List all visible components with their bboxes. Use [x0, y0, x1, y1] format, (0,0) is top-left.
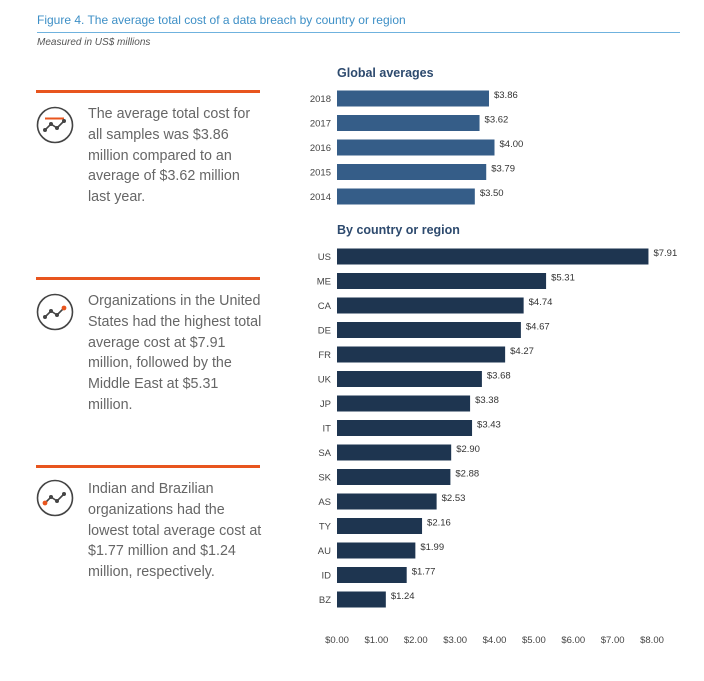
value-label: $1.99	[420, 542, 444, 553]
category-label: AS	[318, 497, 331, 508]
category-label: CA	[318, 301, 332, 312]
bar-ca	[337, 297, 524, 314]
category-label: ME	[317, 277, 331, 288]
category-label: DE	[318, 326, 331, 337]
category-label: ID	[322, 571, 332, 582]
category-label: AU	[318, 546, 331, 557]
bar-it	[337, 420, 473, 436]
value-label: $3.62	[485, 115, 509, 126]
x-tick-label: $3.00	[443, 635, 467, 646]
callout-text: The average total cost for all samples w…	[88, 106, 251, 206]
value-label: $5.31	[551, 273, 575, 284]
category-label: BZ	[319, 595, 331, 606]
trend-line-up-icon	[36, 293, 74, 331]
value-label: $2.90	[456, 444, 480, 455]
bar-sa	[337, 444, 452, 461]
value-label: $4.00	[500, 139, 524, 150]
x-tick-label: $4.00	[483, 635, 507, 646]
value-label: $3.50	[480, 188, 504, 199]
bar-sk	[337, 469, 451, 485]
value-label: $4.74	[529, 297, 553, 308]
title-divider	[37, 32, 680, 33]
value-label: $3.38	[475, 395, 499, 406]
callout-divider	[36, 90, 260, 93]
callout-divider	[36, 465, 260, 468]
value-label: $2.16	[427, 518, 451, 529]
value-label: $2.88	[455, 469, 479, 480]
bar-fr	[337, 346, 506, 363]
bar-bz	[337, 591, 386, 608]
category-label: IT	[323, 424, 332, 435]
value-label: $4.67	[526, 322, 550, 333]
category-label: TY	[319, 522, 332, 533]
category-label: SA	[318, 448, 331, 459]
section-title: By country or region	[337, 223, 460, 237]
trend-line-low-icon	[36, 479, 74, 517]
callout-divider	[36, 277, 260, 280]
category-label: US	[318, 252, 331, 263]
bar-2017	[337, 115, 480, 131]
bar-us	[337, 248, 649, 265]
bar-uk	[337, 371, 482, 387]
bar-jp	[337, 395, 471, 412]
value-label: $4.27	[510, 346, 534, 357]
bar-as	[337, 493, 437, 510]
callout-top-countries: Organizations in the United States had t…	[36, 277, 262, 427]
value-label: $1.24	[391, 591, 415, 602]
section-title: Global averages	[337, 66, 434, 80]
callout-text: Organizations in the United States had t…	[88, 293, 262, 413]
x-tick-label: $7.00	[601, 635, 625, 646]
value-label: $3.68	[487, 371, 511, 382]
x-tick-label: $2.00	[404, 635, 428, 646]
category-label: UK	[318, 375, 332, 386]
bar-2016	[337, 139, 495, 156]
value-label: $3.43	[477, 420, 501, 431]
bar-2014	[337, 188, 475, 205]
bar-me	[337, 273, 547, 289]
x-tick-label: $8.00	[640, 635, 664, 646]
bar-2015	[337, 164, 487, 180]
bar-de	[337, 322, 521, 338]
value-label: $3.79	[491, 164, 515, 175]
callout-text: Indian and Brazilian organizations had t…	[88, 481, 262, 581]
category-label: 2018	[310, 94, 331, 105]
figure-title: Figure 4. The average total cost of a da…	[37, 13, 406, 27]
bar-2018	[337, 90, 489, 107]
value-label: $2.53	[442, 493, 466, 504]
category-label: SK	[318, 473, 331, 484]
value-label: $3.86	[494, 90, 518, 101]
x-tick-label: $6.00	[561, 635, 585, 646]
callout-global: The average total cost for all samples w…	[36, 90, 260, 220]
figure-subtitle: Measured in US$ millions	[37, 37, 151, 48]
category-label: 2016	[310, 143, 331, 154]
x-tick-label: $0.00	[325, 635, 349, 646]
category-label: 2014	[310, 192, 331, 203]
bar-ty	[337, 518, 423, 534]
category-label: 2017	[310, 119, 331, 130]
value-label: $7.91	[653, 248, 677, 259]
bar-au	[337, 542, 416, 559]
category-label: FR	[318, 350, 331, 361]
bar-id	[337, 567, 407, 583]
callout-bottom-countries: Indian and Brazilian organizations had t…	[36, 465, 262, 595]
x-tick-label: $1.00	[364, 635, 388, 646]
x-tick-label: $5.00	[522, 635, 546, 646]
value-label: $1.77	[412, 567, 436, 578]
trend-line-icon	[36, 106, 74, 144]
category-label: 2015	[310, 168, 331, 179]
category-label: JP	[320, 399, 331, 410]
